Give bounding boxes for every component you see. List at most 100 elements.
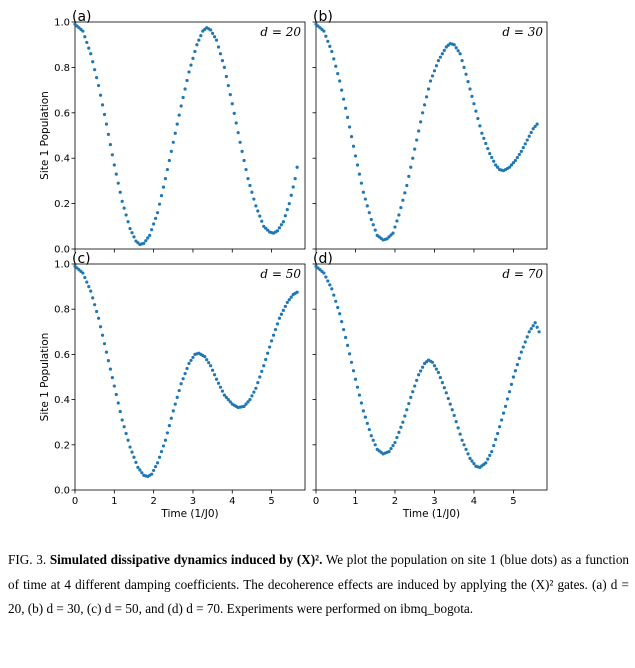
data-point <box>357 393 362 397</box>
data-point <box>283 304 287 308</box>
data-point <box>91 60 95 64</box>
data-point <box>165 167 169 172</box>
data-point <box>452 413 456 418</box>
data-point <box>488 453 492 457</box>
data-point <box>456 49 460 53</box>
data-point <box>490 155 494 160</box>
y-tick-label: 1.0 <box>54 260 70 271</box>
data-point <box>334 299 338 303</box>
data-point <box>490 449 494 454</box>
data-point <box>517 152 521 157</box>
data-point <box>163 438 168 442</box>
data-point <box>218 385 223 389</box>
data-point <box>89 52 93 56</box>
data-point <box>81 271 85 275</box>
data-point <box>334 64 338 68</box>
data-point <box>450 408 454 412</box>
data-point <box>240 149 244 153</box>
data-point <box>357 172 362 176</box>
data-point <box>484 461 488 465</box>
data-point <box>389 233 393 237</box>
data-point <box>419 369 423 373</box>
panel-3: 0 1 2 3 4 5 Time (1/J0) (d) d = 70 <box>312 251 548 520</box>
data-point <box>347 352 352 356</box>
data-point <box>484 141 488 146</box>
data-point <box>146 236 150 240</box>
data-point <box>120 418 124 422</box>
data-point <box>95 76 99 80</box>
data-point <box>271 333 276 337</box>
data-point <box>509 382 514 386</box>
caption-body-math: (X)² <box>531 576 554 592</box>
data-point <box>345 115 350 119</box>
x-tick-label: 5 <box>268 496 274 507</box>
data-point <box>250 190 254 194</box>
data-point <box>108 142 112 147</box>
data-point <box>470 94 474 98</box>
data-point <box>173 131 177 135</box>
x-tick-label: 2 <box>392 496 398 507</box>
y-tick-label: 0.8 <box>54 305 70 316</box>
data-point <box>509 163 514 167</box>
data-point <box>436 58 441 63</box>
x-tick-label: 2 <box>150 496 156 507</box>
data-point <box>222 393 227 397</box>
data-point <box>511 161 516 165</box>
data-point <box>515 155 519 160</box>
data-point <box>521 345 525 349</box>
data-point <box>254 204 258 208</box>
data-point <box>531 127 535 131</box>
data-point <box>102 112 107 117</box>
data-point <box>185 366 189 371</box>
data-point <box>440 52 444 56</box>
data-point <box>169 149 173 153</box>
data-point <box>417 129 421 133</box>
y-tick-label: 0.4 <box>54 154 70 165</box>
data-point <box>244 402 248 406</box>
data-point <box>175 395 179 399</box>
data-point <box>478 124 482 128</box>
data-point <box>220 389 225 393</box>
data-series <box>73 22 299 247</box>
data-point <box>340 88 344 92</box>
data-point <box>230 102 234 106</box>
data-point <box>203 355 207 359</box>
x-tick-label: 4 <box>229 496 235 507</box>
panel-letter: (a) <box>72 9 92 25</box>
data-point <box>211 31 215 35</box>
data-point <box>98 325 103 329</box>
data-point <box>472 462 476 466</box>
data-point <box>456 426 460 430</box>
data-point <box>389 446 393 451</box>
data-point <box>281 308 285 312</box>
data-point <box>96 83 101 88</box>
data-point <box>387 449 391 454</box>
data-point <box>499 418 504 422</box>
data-point <box>169 416 173 420</box>
data-point <box>421 111 425 115</box>
data-point <box>108 367 112 371</box>
data-point <box>218 52 223 56</box>
data-point <box>399 205 403 210</box>
data-point <box>173 402 177 406</box>
data-point <box>336 305 340 310</box>
data-point <box>349 360 354 364</box>
data-point <box>454 420 458 424</box>
x-tick-label: 5 <box>510 496 516 507</box>
data-point <box>122 425 126 429</box>
data-point <box>260 219 264 223</box>
data-point <box>519 350 523 354</box>
data-point <box>222 65 227 69</box>
data-point <box>130 231 134 235</box>
data-point <box>242 404 246 408</box>
data-point <box>81 29 85 33</box>
data-point <box>118 409 122 414</box>
data-point <box>405 183 409 188</box>
data-point <box>359 401 364 405</box>
data-point <box>363 415 367 419</box>
data-point <box>458 432 462 436</box>
data-point <box>226 398 230 402</box>
data-point <box>324 34 328 38</box>
data-point <box>411 156 415 160</box>
data-point <box>110 153 114 157</box>
